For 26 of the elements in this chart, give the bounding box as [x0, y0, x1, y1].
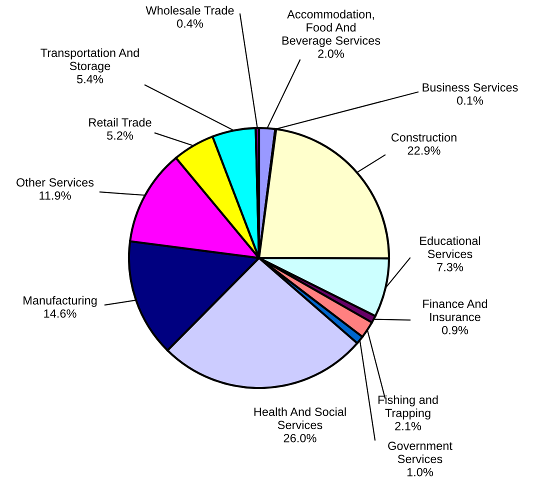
data-label: 5.2%: [107, 131, 134, 140]
slice-label: Retail Trade: [89, 118, 152, 127]
data-label: 22.9%: [408, 146, 440, 155]
slice-label: Construction: [391, 132, 456, 142]
slice-label: Business Services: [422, 82, 518, 92]
data-label: 26.0%: [284, 434, 316, 442]
slice-label: Accommodation, Food And Beverage Services: [282, 10, 380, 48]
data-label: 11.9%: [40, 191, 71, 200]
data-label: 1.0%: [407, 468, 434, 476]
slice-label: Manufacturing: [24, 296, 97, 307]
data-label: 2.0%: [318, 50, 344, 58]
slice-label: Finance And Insurance: [423, 299, 488, 322]
data-label: 0.4%: [177, 19, 204, 28]
slice-label: Transportation And Storage: [40, 48, 139, 73]
slice-label: Fishing and Trapping: [378, 395, 438, 420]
slice-label: Educational Services: [420, 236, 480, 258]
data-label: 7.3%: [437, 262, 464, 272]
slice-label: Health And Social Services: [254, 407, 346, 430]
data-label: 14.6%: [44, 309, 76, 318]
slice-label: Other Services: [16, 178, 94, 187]
data-label: 5.4%: [77, 75, 104, 84]
data-label: 0.1%: [457, 96, 484, 105]
data-label: 2.1%: [395, 422, 422, 430]
data-label: 0.9%: [442, 326, 468, 334]
slice-label: Wholesale Trade: [146, 6, 234, 15]
slice-label: Government Services: [388, 442, 452, 464]
